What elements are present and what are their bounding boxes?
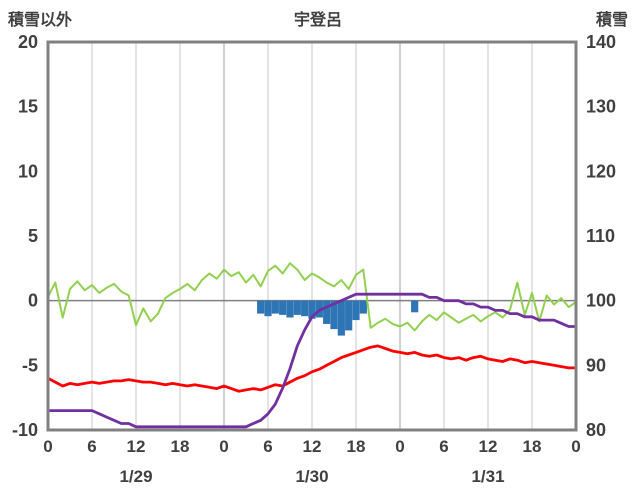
x-axis-tick-label: 18 [523,437,542,456]
left-axis-title: 積雪以外 [8,12,73,29]
day-label: 1/31 [471,467,504,486]
precip-bar [352,300,360,321]
precip-bar [301,300,309,317]
precip-bar [345,300,353,331]
chart-title: 宇登呂 [293,12,342,29]
series-purple-line [46,292,578,429]
right-axis-tick-label: 110 [586,226,615,246]
precip-bar [286,300,294,318]
x-axis-tick-label: 6 [439,437,448,456]
precip-bar [264,300,272,317]
precip-bar [271,300,279,314]
x-axis-tick-label: 0 [395,437,404,456]
x-axis-tick-label: 0 [571,437,580,456]
precip-bar [330,300,338,330]
series-green-line [47,262,577,332]
x-axis-tick-label: 12 [127,437,146,456]
left-axis-tick-label: 20 [18,32,38,52]
right-axis-title: 積雪 [595,12,628,29]
x-axis-tick-label: 12 [479,437,498,456]
right-axis-tick-label: 130 [586,97,616,117]
precip-bar [279,300,287,315]
series-red-line [46,344,578,393]
x-axis-tick-label: 0 [43,437,52,456]
x-axis-tick-label: 0 [219,437,228,456]
right-axis-tick-label: 140 [586,32,616,52]
x-axis-tick-label: 12 [303,437,322,456]
left-axis-tick-label: 5 [28,226,38,246]
left-axis-tick-label: 15 [18,97,38,117]
x-axis-tick-label: 18 [347,437,366,456]
precip-bar [359,300,367,314]
right-axis-tick-label: 120 [586,161,616,181]
right-axis-tick-label: 80 [586,420,606,440]
day-label: 1/30 [295,467,328,486]
precip-bar [308,300,316,319]
precip-bar [293,300,301,315]
left-axis-tick-label: 0 [28,291,38,311]
precip-bar [323,300,331,324]
right-axis-tick-label: 90 [586,355,606,375]
left-axis-tick-label: -10 [12,420,38,440]
plot-frame [46,40,578,432]
precip-bar [337,300,345,336]
x-axis-tick-label: 6 [87,437,96,456]
precip-bar [257,300,265,314]
right-axis-tick-label: 100 [586,291,616,311]
precip-bar [411,300,419,313]
left-axis-tick-label: 10 [18,161,38,181]
x-axis-tick-label: 6 [263,437,272,456]
left-axis-tick-label: -5 [22,355,38,375]
x-axis-tick-label: 18 [171,437,190,456]
day-label: 1/29 [119,467,152,486]
